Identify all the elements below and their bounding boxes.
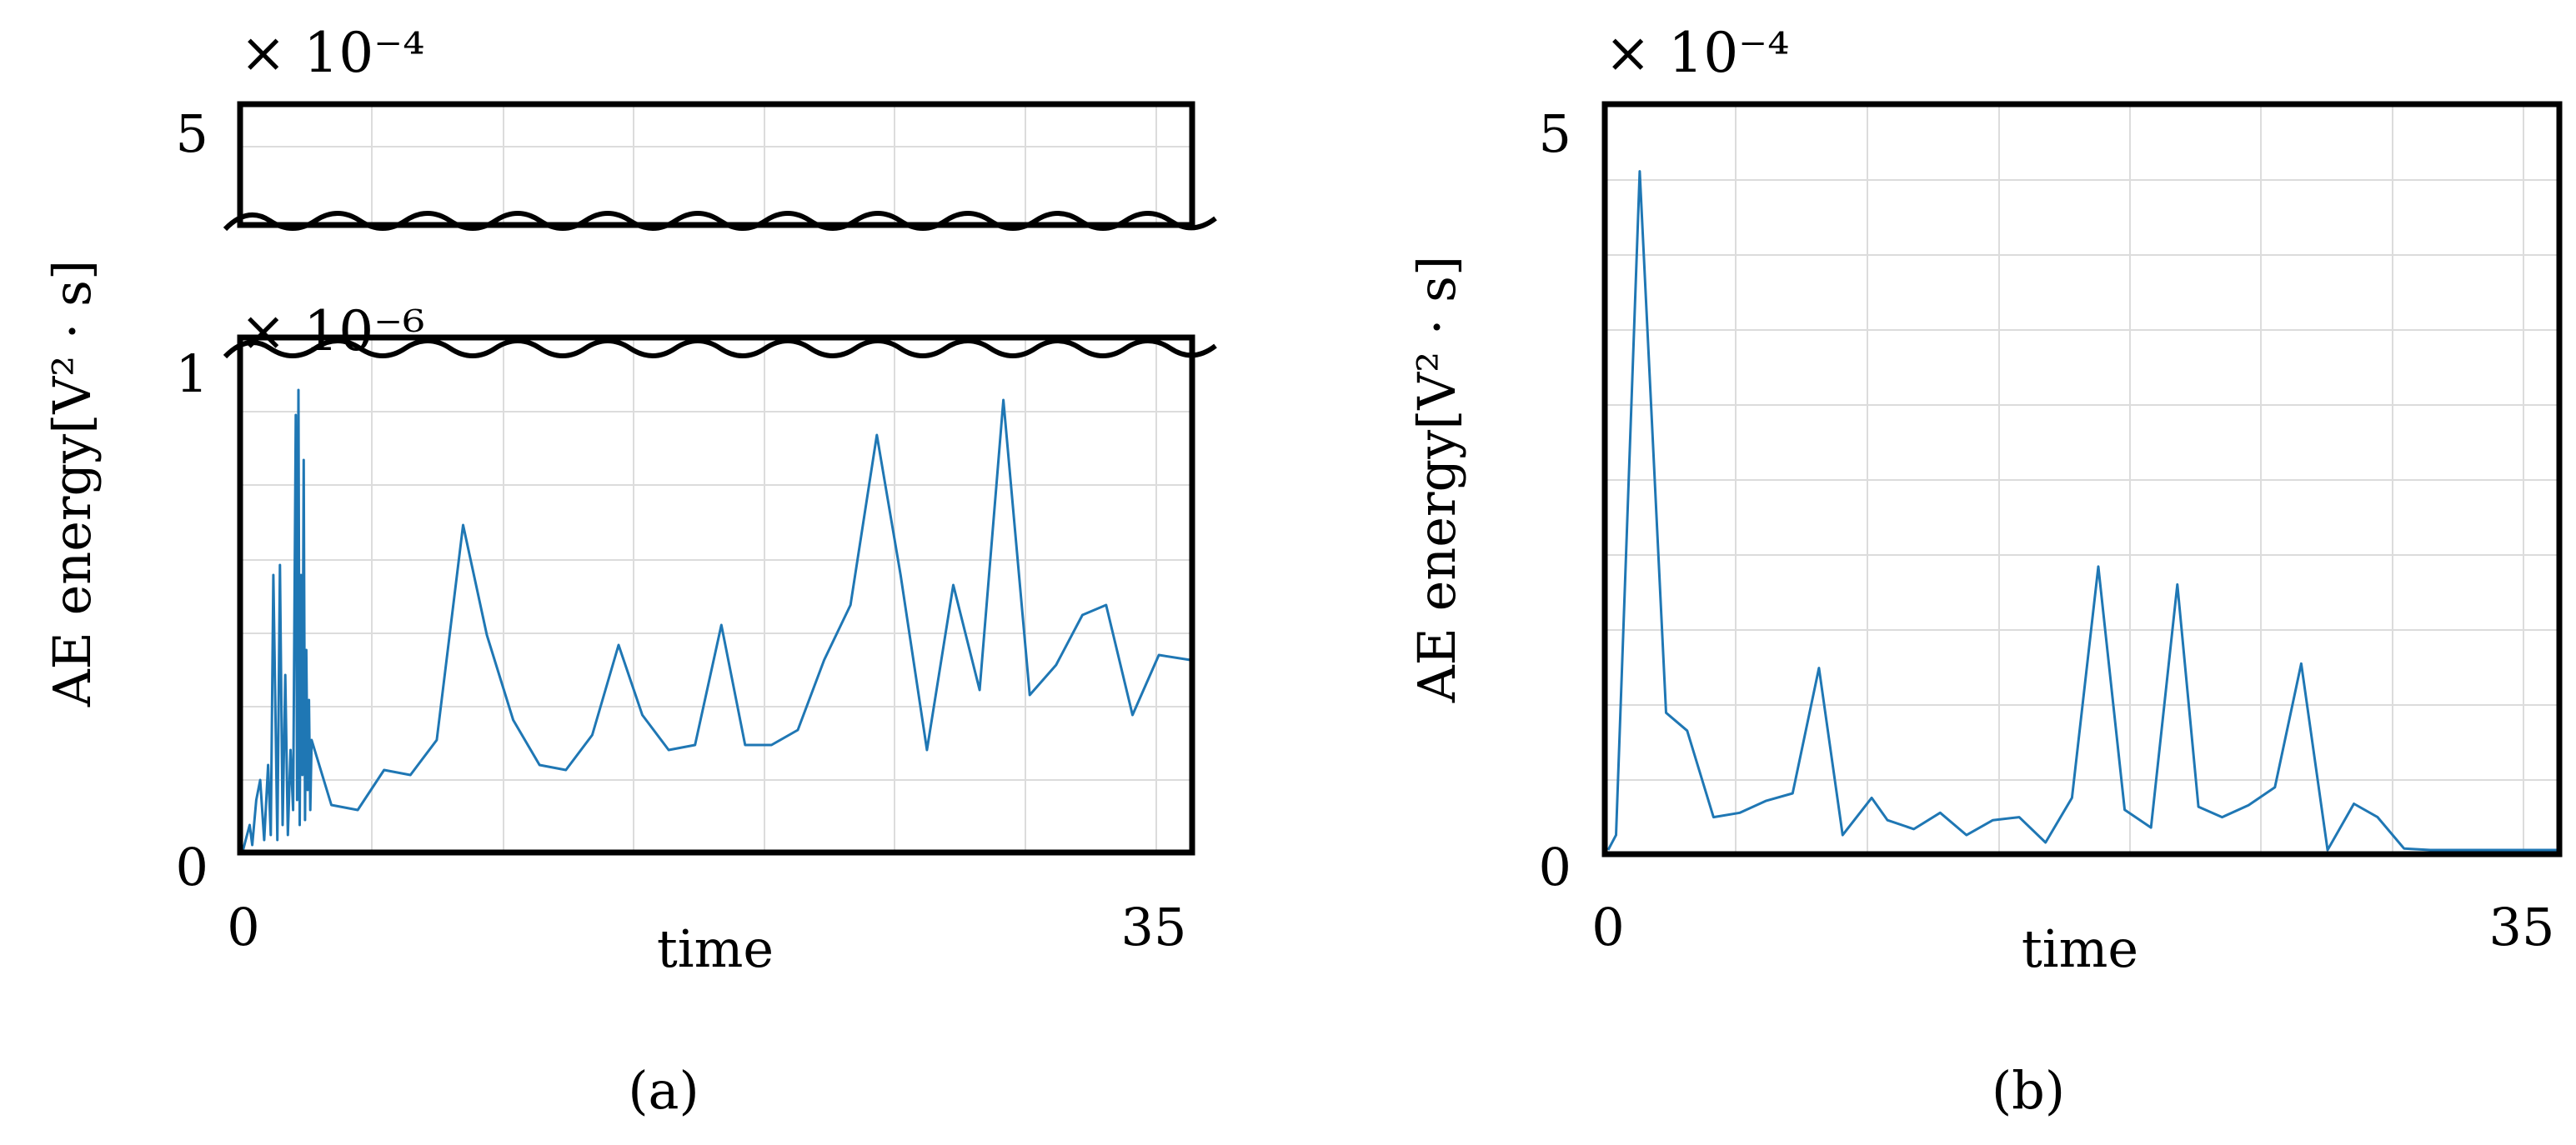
panel-a-x-tick-0: 0 [227,897,259,958]
panel-b: × 10⁻⁴ 5 0 0 35 time AE energy[V² · s] [1406,21,2563,1121]
panel-a-series-line [242,388,1191,851]
panel-a-upper-multiplier: × 10⁻⁴ [240,21,425,85]
panel-b-x-tick-35: 35 [2489,897,2555,958]
panel-a-y-tick-0: 0 [176,837,208,898]
panel-b-label: (b) [1992,1060,2065,1121]
panel-a-y-axis-label: AE energy[V² · s] [42,260,103,708]
panel-b-frame [1601,101,2563,858]
panel-b-series-line [1606,170,2557,852]
panel-b-x-tick-0: 0 [1591,897,1624,958]
panel-b-multiplier: × 10⁻⁴ [1605,21,1790,85]
panel-a: × 10⁻⁴ 5 [42,21,1217,1121]
panel-a-x-tick-35: 35 [1121,897,1187,958]
panel-a-label: (a) [628,1060,699,1121]
panel-a-y-tick-1: 1 [176,343,208,404]
panel-a-upper-frame [237,101,1195,228]
panel-b-y-tick-0: 0 [1539,837,1571,898]
panel-b-y-tick-5: 5 [1539,103,1571,164]
panel-a-axis-break-lower [223,338,1217,359]
panel-a-lower-grid [240,338,1192,850]
panel-b-y-axis-label: AE energy[V² · s] [1406,256,1467,703]
panel-b-grid [1605,104,2559,854]
panel-a-axis-break-upper [223,211,1217,232]
panel-a-lower-multiplier: × 10⁻⁶ [240,299,425,363]
panel-a-x-axis-label: time [657,918,774,979]
panel-b-x-axis-label: time [2022,918,2138,979]
panel-a-lower-frame [237,334,1195,856]
panel-a-upper-y-tick-5: 5 [176,103,208,164]
panel-a-upper-grid [240,104,1192,225]
